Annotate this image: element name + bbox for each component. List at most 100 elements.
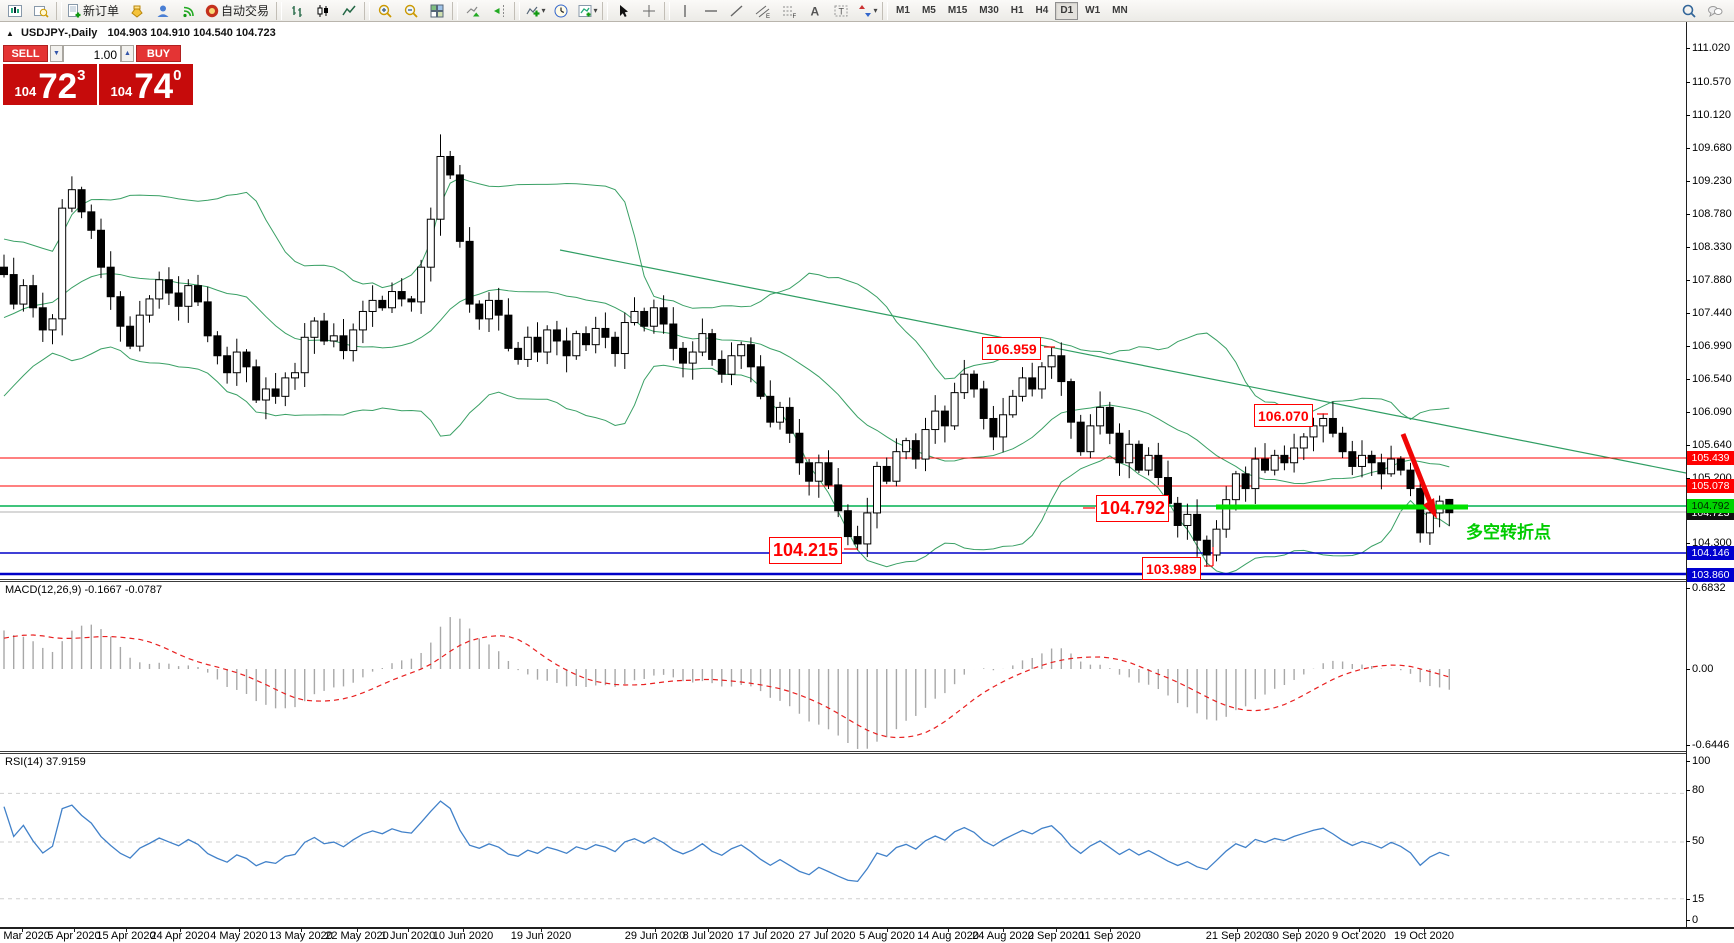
breakdown-arrow-line[interactable]	[1400, 433, 1435, 508]
toolbar-button-autoscroll[interactable]	[460, 0, 486, 22]
candle-body	[504, 314, 513, 349]
candle-body	[1212, 528, 1221, 556]
toolbar-button-autotrade[interactable]: 自动交易	[202, 0, 274, 22]
buy-button[interactable]: BUY	[136, 45, 181, 62]
toolbar-button-signals[interactable]	[176, 0, 202, 22]
candle-body	[1144, 454, 1153, 471]
timeframe-button-mn[interactable]: MN	[1112, 5, 1128, 16]
toolbar-button-textA[interactable]: A	[802, 0, 828, 22]
toolbar-button-zoom-in[interactable]	[372, 0, 398, 22]
candle-body	[194, 285, 202, 303]
toolbar-button-shift[interactable]	[486, 0, 512, 22]
candle-body	[620, 322, 629, 355]
sell-button[interactable]: SELL	[3, 45, 48, 62]
volume-decrease-button[interactable]: ▼	[50, 45, 63, 62]
toolbar-button-search[interactable]	[1676, 0, 1702, 22]
axis-tick	[1686, 346, 1690, 347]
toolbar-button-market[interactable]	[124, 0, 150, 22]
timeframe-button-m15[interactable]: M15	[947, 5, 968, 16]
candle-body	[232, 351, 241, 374]
toolbar-button-fibo[interactable]: F	[776, 0, 802, 22]
candle-body	[649, 307, 658, 327]
dropdown-caret-icon: ▾	[593, 6, 598, 15]
toolbar-button-template[interactable]: ▾	[574, 0, 600, 22]
date-axis-label: 29 Jun 2020	[624, 930, 686, 942]
candle-body	[1328, 417, 1337, 434]
candle-body	[785, 406, 794, 434]
toolbar-button-new-order[interactable]: 新订单	[64, 0, 124, 22]
candle-body	[135, 314, 144, 347]
price-axis-label: 110.570	[1692, 76, 1731, 88]
toolbar-button-labelT[interactable]: T	[828, 0, 854, 22]
timeframe-button-m1[interactable]: M1	[896, 5, 910, 16]
toolbar-button-cursor[interactable]	[610, 0, 636, 22]
axis-tick	[1686, 313, 1690, 314]
toolbar-button-tline[interactable]	[724, 0, 750, 22]
timeframe-button-h4[interactable]: H4	[1035, 5, 1049, 16]
toolbar-button-label: 自动交易	[221, 4, 270, 18]
price-chart-pane[interactable]	[0, 22, 1686, 579]
toolbar-button-candles[interactable]	[310, 0, 336, 22]
candle-body	[155, 279, 164, 300]
macd-pane[interactable]	[0, 582, 1686, 751]
rsi-pane-divider[interactable]	[0, 751, 1734, 754]
timeframe-button-h1[interactable]: H1	[1010, 5, 1024, 16]
toolbar-button-community[interactable]	[150, 0, 176, 22]
bollinger-lower-band[interactable]	[3, 346, 1450, 575]
timeframe-button-w1[interactable]: W1	[1085, 5, 1101, 16]
sell-price-pips: 3	[77, 67, 86, 84]
bollinger-upper-band[interactable]	[3, 177, 1450, 420]
rsi-pane[interactable]	[0, 754, 1686, 927]
toolbar-button-hline[interactable]	[698, 0, 724, 22]
sell-price-display[interactable]: 104 72 3	[3, 64, 97, 105]
toolbar-button-channel[interactable]: E	[750, 0, 776, 22]
toolbar-button-arrows[interactable]: ▾	[854, 0, 880, 22]
bollinger-middle-band[interactable]	[3, 272, 1450, 485]
candle-body	[1377, 462, 1386, 475]
date-axis-label: 19 Oct 2020	[1394, 930, 1454, 942]
toolbar-button-clock[interactable]	[548, 0, 574, 22]
candle-body	[1261, 458, 1269, 471]
volume-increase-button[interactable]: ▲	[121, 45, 134, 62]
macd-pane-divider[interactable]	[0, 579, 1734, 582]
macd-axis-label: -0.6446	[1692, 739, 1730, 751]
sell-price-main: 72	[38, 67, 78, 107]
toolbar-button-linechart[interactable]	[336, 0, 362, 22]
chinese-note-text[interactable]: 多空转折点	[1466, 523, 1551, 542]
candle-body	[824, 462, 833, 486]
dropdown-caret-icon: ▾	[541, 6, 546, 15]
toolbar-button-indicators[interactable]: ▾	[522, 0, 548, 22]
price-axis[interactable]	[1686, 22, 1734, 927]
volume-input[interactable]	[64, 47, 120, 63]
collapse-quote-panel-icon[interactable]: ▲	[6, 29, 14, 38]
candle-body	[911, 440, 920, 460]
toolbar-button-profiles[interactable]	[28, 0, 54, 22]
volume-field-wrap	[63, 45, 121, 63]
toolbar-button-zoom-out[interactable]	[398, 0, 424, 22]
candle-body	[1028, 377, 1037, 390]
descending-trendline[interactable]	[559, 249, 1686, 474]
timeframe-button-d1[interactable]: D1	[1055, 1, 1079, 20]
timeframe-button-m30[interactable]: M30	[979, 5, 999, 16]
price-annotation-label[interactable]: 103.989	[1142, 557, 1201, 580]
candle-body	[572, 333, 581, 357]
price-annotation-label[interactable]: 104.215	[769, 537, 843, 564]
cursor-icon	[615, 3, 631, 19]
toolbar-button-bars[interactable]	[284, 0, 310, 22]
candle-body	[1115, 432, 1124, 464]
toolbar-button-tile[interactable]	[424, 0, 450, 22]
toolbar-button-vline[interactable]	[672, 0, 698, 22]
price-annotation-label[interactable]: 106.959	[982, 337, 1041, 360]
candle-body	[717, 358, 726, 375]
price-annotation-label[interactable]: 106.070	[1254, 404, 1313, 427]
toolbar-button-chat[interactable]	[1702, 0, 1728, 22]
labelT-icon: T	[833, 3, 849, 19]
candle-body	[106, 266, 115, 298]
price-annotation-label[interactable]: 104.792	[1096, 495, 1170, 522]
toolbar-button-crosshair[interactable]	[636, 0, 662, 22]
timeframe-button-m5[interactable]: M5	[921, 5, 936, 16]
toolbar-button-chart-new[interactable]	[2, 0, 28, 22]
svg-text:A: A	[811, 4, 820, 18]
candle-body	[921, 429, 930, 460]
buy-price-display[interactable]: 104 74 0	[99, 64, 193, 105]
